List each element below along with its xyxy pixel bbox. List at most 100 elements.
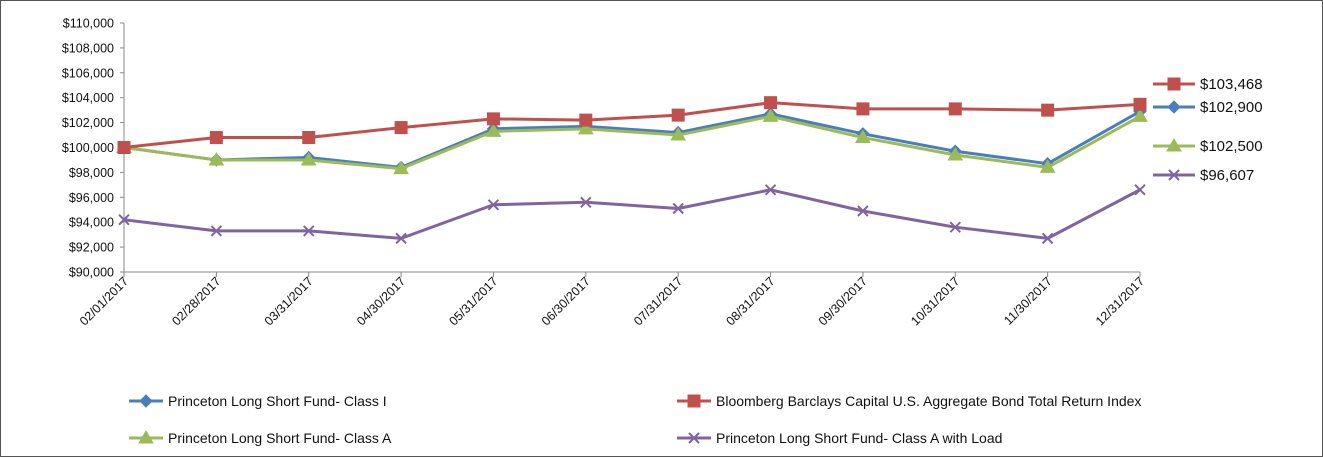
data-point-square bbox=[856, 102, 870, 116]
x-tick-label: 11/30/2017 bbox=[1001, 274, 1055, 328]
y-tick-label: $104,000 bbox=[62, 91, 114, 105]
data-point-triangle bbox=[1132, 108, 1148, 122]
y-tick-label: $102,000 bbox=[62, 116, 114, 130]
y-tick-label: $90,000 bbox=[69, 266, 114, 280]
data-point-x bbox=[764, 184, 777, 196]
end-label-marker bbox=[1166, 138, 1182, 152]
end-label-triangle: $102,500 bbox=[1153, 138, 1263, 155]
x-marker-stroke bbox=[395, 232, 407, 245]
legend-marker bbox=[688, 432, 700, 444]
legend-item-x: Princeton Long Short Fund- Class A with … bbox=[677, 430, 1002, 446]
data-point-x bbox=[118, 214, 130, 226]
legend-item-diamond: Princeton Long Short Fund- Class I bbox=[129, 393, 387, 409]
x-marker-stroke bbox=[487, 199, 500, 211]
series-line-square bbox=[123, 101, 1141, 149]
data-point-triangle bbox=[1039, 159, 1056, 173]
y-tick-label: $98,000 bbox=[69, 166, 114, 180]
data-point-square bbox=[302, 131, 316, 145]
data-point-triangle bbox=[762, 108, 779, 122]
data-point-square bbox=[671, 108, 685, 122]
y-tick-label: $100,000 bbox=[62, 141, 114, 155]
data-point-x bbox=[303, 225, 315, 237]
data-point-triangle bbox=[485, 123, 502, 137]
x-marker-stroke bbox=[857, 205, 869, 217]
series-square bbox=[117, 96, 1147, 154]
data-point-x bbox=[857, 205, 869, 217]
data-point-square bbox=[394, 121, 408, 135]
data-point-square bbox=[1133, 97, 1147, 111]
x-tick-label: 12/31/2017 bbox=[1093, 274, 1147, 328]
legend-item-square: Bloomberg Barclays Capital U.S. Aggregat… bbox=[677, 393, 1141, 409]
x-tick-label: 09/30/2017 bbox=[816, 274, 870, 328]
legend-item-triangle: Princeton Long Short Fund- Class A bbox=[129, 430, 392, 446]
legend-label: Bloomberg Barclays Capital U.S. Aggregat… bbox=[716, 393, 1141, 409]
data-point-triangle bbox=[393, 160, 409, 175]
x-marker-stroke bbox=[672, 202, 684, 215]
end-label-square: $103,468 bbox=[1153, 76, 1263, 93]
data-point-square bbox=[948, 102, 962, 116]
x-tick-label: 02/28/2017 bbox=[169, 274, 223, 328]
legend-marker bbox=[139, 394, 153, 408]
x-marker-stroke bbox=[1134, 184, 1146, 196]
legend-label: Princeton Long Short Fund- Class A bbox=[168, 430, 392, 446]
legend-marker bbox=[138, 430, 154, 444]
data-point-square bbox=[209, 131, 223, 145]
legend-label: Princeton Long Short Fund- Class A with … bbox=[716, 430, 1002, 446]
x-marker-stroke bbox=[118, 214, 130, 226]
end-label-value: $102,500 bbox=[1200, 138, 1263, 155]
y-tick-label: $92,000 bbox=[69, 241, 114, 255]
x-marker-stroke bbox=[764, 184, 777, 196]
y-tick-label: $110,000 bbox=[63, 17, 114, 31]
x-marker-stroke bbox=[580, 196, 592, 208]
data-point-square bbox=[486, 112, 500, 126]
data-point-triangle bbox=[577, 120, 594, 135]
data-point-square bbox=[117, 141, 131, 154]
end-label-x: $96,607 bbox=[1153, 167, 1254, 184]
data-point-x bbox=[487, 199, 500, 211]
data-point-x bbox=[672, 202, 684, 215]
data-point-triangle bbox=[208, 151, 225, 166]
data-point-x bbox=[210, 225, 223, 237]
end-label-marker bbox=[1168, 169, 1180, 181]
end-label-marker bbox=[1167, 100, 1181, 114]
series-line-triangle bbox=[123, 114, 1141, 171]
series-x bbox=[118, 184, 1146, 245]
series-line-diamond bbox=[123, 110, 1141, 169]
x-tick-label: 02/01/2017 bbox=[77, 274, 131, 328]
data-point-x bbox=[1134, 184, 1146, 196]
x-tick-label: 07/31/2017 bbox=[631, 274, 685, 328]
data-point-x bbox=[580, 196, 592, 208]
data-point-x bbox=[1041, 232, 1054, 245]
y-tick-label: $94,000 bbox=[69, 216, 114, 230]
x-marker-stroke bbox=[303, 225, 315, 237]
data-point-square bbox=[764, 96, 778, 110]
series-diamond bbox=[117, 104, 1147, 175]
data-point-square bbox=[1041, 103, 1055, 117]
data-point-triangle bbox=[300, 151, 317, 166]
x-tick-label: 04/30/2017 bbox=[354, 274, 408, 328]
legend-label: Princeton Long Short Fund- Class I bbox=[168, 393, 387, 409]
end-label-value: $103,468 bbox=[1200, 76, 1263, 93]
y-tick-label: $96,000 bbox=[69, 191, 114, 205]
x-marker-stroke bbox=[1041, 232, 1054, 245]
data-point-triangle bbox=[670, 127, 687, 141]
x-tick-label: 06/30/2017 bbox=[539, 274, 593, 328]
data-point-triangle bbox=[947, 146, 964, 161]
x-tick-label: 05/31/2017 bbox=[446, 274, 500, 328]
x-marker-stroke bbox=[210, 225, 223, 237]
x-marker-stroke bbox=[1168, 169, 1180, 181]
end-label-value: $96,607 bbox=[1200, 167, 1254, 184]
end-label-diamond: $102,900 bbox=[1153, 99, 1263, 116]
y-tick-label: $108,000 bbox=[62, 41, 114, 55]
data-point-square bbox=[579, 113, 593, 127]
y-tick-label: $106,000 bbox=[62, 66, 114, 80]
end-label-value: $102,900 bbox=[1200, 99, 1263, 116]
legend-marker bbox=[687, 394, 701, 408]
x-tick-label: 08/31/2017 bbox=[724, 274, 778, 328]
data-point-triangle bbox=[855, 129, 871, 144]
data-point-x bbox=[949, 221, 961, 233]
x-marker-stroke bbox=[688, 432, 700, 444]
x-marker-stroke bbox=[949, 221, 961, 233]
